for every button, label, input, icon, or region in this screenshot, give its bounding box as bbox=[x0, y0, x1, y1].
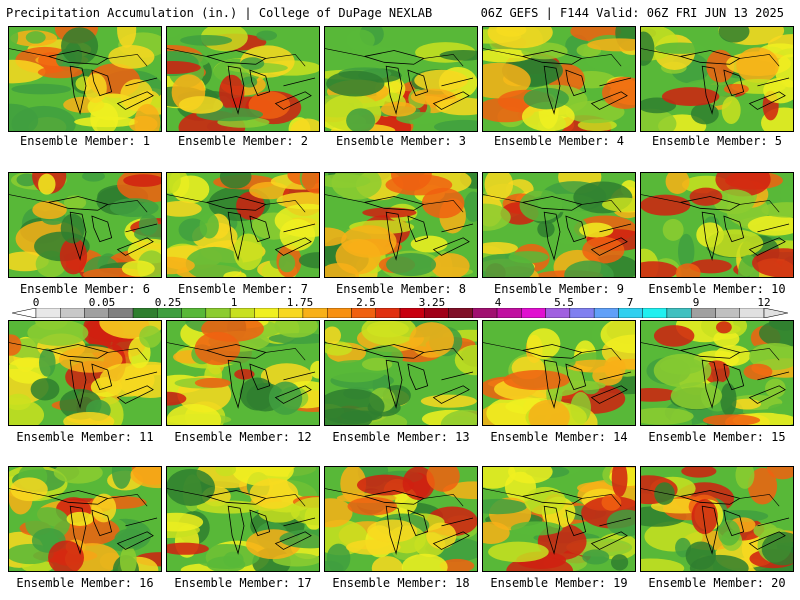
colorbar-swatch bbox=[666, 308, 692, 318]
colorbar-left-arrow bbox=[12, 308, 37, 318]
member-caption-3: Ensemble Member: 3 bbox=[335, 134, 467, 148]
member-caption-13: Ensemble Member: 13 bbox=[332, 430, 470, 444]
member-caption-20: Ensemble Member: 20 bbox=[648, 576, 786, 590]
member-map-4 bbox=[482, 26, 636, 132]
colorbar-swatch bbox=[351, 308, 376, 318]
colorbar-swatch bbox=[84, 308, 109, 318]
colorbar-swatch bbox=[375, 308, 401, 318]
map-title: Precipitation Accumulation (in.) | Colle… bbox=[6, 6, 433, 20]
colorbar-swatch bbox=[739, 308, 765, 318]
precip-colorbar bbox=[12, 308, 788, 318]
colorbar-swatch bbox=[569, 308, 595, 318]
colorbar-swatch bbox=[60, 308, 85, 318]
colorbar-label: 2.5 bbox=[356, 296, 376, 309]
colorbar-swatch bbox=[278, 308, 304, 318]
member-map-8 bbox=[324, 172, 478, 278]
colorbar-swatch bbox=[108, 308, 134, 318]
colorbar-swatch bbox=[593, 308, 619, 318]
member-caption-1: Ensemble Member: 1 bbox=[19, 134, 151, 148]
colorbar-swatch bbox=[327, 308, 352, 318]
colorbar-swatch bbox=[35, 308, 61, 318]
member-caption-10: Ensemble Member: 10 bbox=[648, 282, 786, 296]
member-map-13 bbox=[324, 320, 478, 426]
colorbar-label: 4 bbox=[494, 296, 502, 309]
member-caption-18: Ensemble Member: 18 bbox=[332, 576, 470, 590]
member-caption-4: Ensemble Member: 4 bbox=[493, 134, 625, 148]
member-caption-14: Ensemble Member: 14 bbox=[490, 430, 628, 444]
colorbar-swatch bbox=[399, 308, 425, 318]
colorbar-swatch bbox=[618, 308, 643, 318]
member-map-15 bbox=[640, 320, 794, 426]
member-caption-19: Ensemble Member: 19 bbox=[490, 576, 628, 590]
member-map-18 bbox=[324, 466, 478, 572]
colorbar-swatch bbox=[642, 308, 668, 318]
colorbar-label: 5.5 bbox=[554, 296, 574, 309]
colorbar-label: 12 bbox=[757, 296, 771, 309]
member-caption-8: Ensemble Member: 8 bbox=[335, 282, 467, 296]
colorbar-swatch bbox=[254, 308, 279, 318]
member-map-10 bbox=[640, 172, 794, 278]
member-caption-17: Ensemble Member: 17 bbox=[174, 576, 312, 590]
colorbar-swatch bbox=[181, 308, 207, 318]
member-caption-5: Ensemble Member: 5 bbox=[651, 134, 783, 148]
member-map-16 bbox=[8, 466, 162, 572]
member-caption-16: Ensemble Member: 16 bbox=[16, 576, 154, 590]
colorbar-right-arrow bbox=[763, 308, 788, 318]
member-caption-6: Ensemble Member: 6 bbox=[19, 282, 151, 296]
member-map-3 bbox=[324, 26, 478, 132]
colorbar-swatch bbox=[472, 308, 498, 318]
colorbar-label: 1.75 bbox=[286, 296, 314, 309]
colorbar-swatch bbox=[448, 308, 473, 318]
colorbar-swatch bbox=[521, 308, 546, 318]
member-map-2 bbox=[166, 26, 320, 132]
colorbar-label: 0.25 bbox=[154, 296, 182, 309]
member-map-9 bbox=[482, 172, 636, 278]
member-map-5 bbox=[640, 26, 794, 132]
member-caption-7: Ensemble Member: 7 bbox=[177, 282, 309, 296]
colorbar-label: 0.05 bbox=[88, 296, 116, 309]
member-caption-2: Ensemble Member: 2 bbox=[177, 134, 309, 148]
member-map-11 bbox=[8, 320, 162, 426]
colorbar-swatch bbox=[302, 308, 328, 318]
colorbar-swatch bbox=[691, 308, 716, 318]
member-map-7 bbox=[166, 172, 320, 278]
colorbar-swatch bbox=[424, 308, 449, 318]
model-run-info: 06Z GEFS | F144 Valid: 06Z FRI JUN 13 20… bbox=[480, 6, 784, 20]
member-map-1 bbox=[8, 26, 162, 132]
member-map-12 bbox=[166, 320, 320, 426]
colorbar-swatch bbox=[229, 308, 255, 318]
member-map-6 bbox=[8, 172, 162, 278]
colorbar-swatch bbox=[715, 308, 740, 318]
member-map-20 bbox=[640, 466, 794, 572]
member-map-14 bbox=[482, 320, 636, 426]
colorbar-label: 9 bbox=[692, 296, 700, 309]
colorbar-label: 0 bbox=[32, 296, 40, 309]
colorbar-swatch bbox=[157, 308, 182, 318]
member-caption-9: Ensemble Member: 9 bbox=[493, 282, 625, 296]
member-map-19 bbox=[482, 466, 636, 572]
colorbar-swatch bbox=[205, 308, 231, 318]
member-caption-12: Ensemble Member: 12 bbox=[174, 430, 312, 444]
colorbar-label: 7 bbox=[626, 296, 634, 309]
member-caption-15: Ensemble Member: 15 bbox=[648, 430, 786, 444]
colorbar-swatch bbox=[496, 308, 522, 318]
colorbar-swatch bbox=[545, 308, 571, 318]
colorbar-label: 1 bbox=[230, 296, 238, 309]
colorbar-swatch bbox=[132, 308, 158, 318]
member-caption-11: Ensemble Member: 11 bbox=[16, 430, 154, 444]
member-map-17 bbox=[166, 466, 320, 572]
colorbar-label: 3.25 bbox=[418, 296, 446, 309]
